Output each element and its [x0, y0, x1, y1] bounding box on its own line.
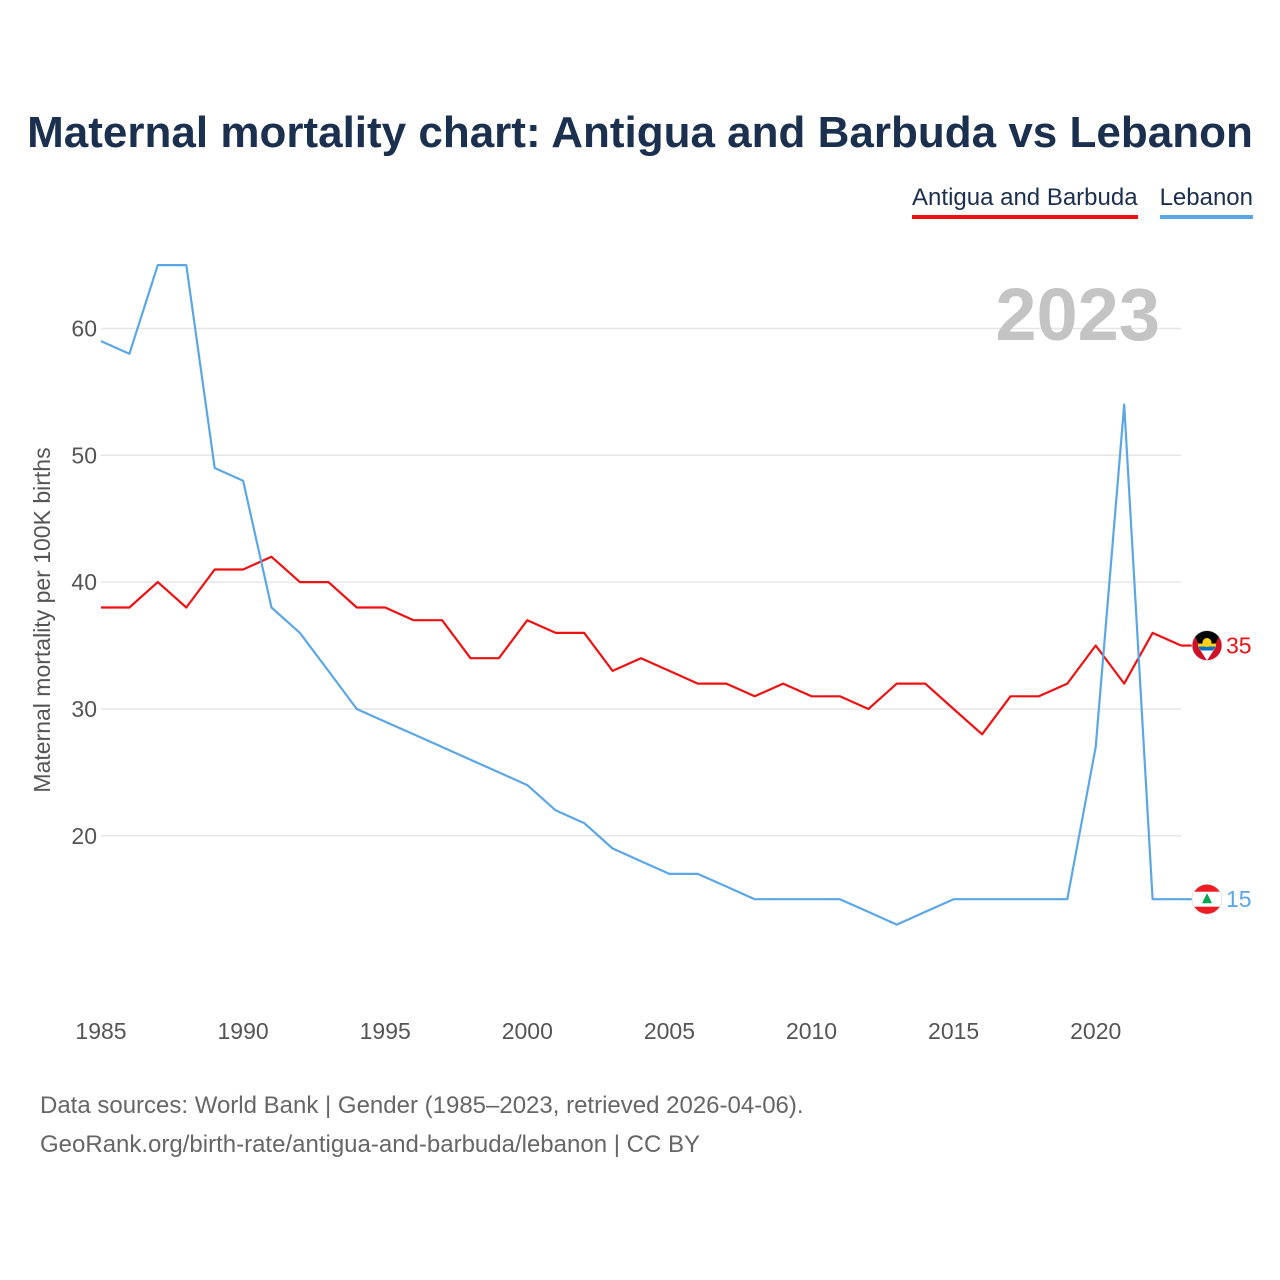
x-tick-label: 2010 — [786, 1018, 837, 1044]
x-tick-label: 2005 — [644, 1018, 695, 1044]
y-tick-label: 50 — [71, 442, 97, 468]
x-tick-label: 2015 — [928, 1018, 979, 1044]
series-line-antigua — [101, 555, 1182, 736]
series — [100, 264, 1182, 926]
attribution-text: GeoRank.org/birth-rate/antigua-and-barbu… — [40, 1131, 700, 1158]
flag-icon-lebanon — [1191, 883, 1223, 915]
x-tick-label: 1990 — [218, 1018, 269, 1044]
gridlines — [101, 327, 1181, 837]
x-tick-label: 2020 — [1070, 1018, 1121, 1044]
end-value-label: 35 — [1226, 633, 1252, 659]
y-tick-label: 60 — [71, 315, 97, 341]
x-tick-label: 1995 — [360, 1018, 411, 1044]
y-axis-title: Maternal mortality per 100K births — [29, 447, 55, 792]
legend-item-antigua-and-barbuda[interactable]: Antigua and Barbuda — [912, 184, 1138, 219]
series-line-lebanon — [100, 264, 1181, 926]
x-axis: 1985 1990 1995 2000 2005 2010 2015 2020 — [75, 1018, 1121, 1044]
y-tick-label: 20 — [71, 823, 97, 849]
x-tick-label: 1985 — [75, 1018, 126, 1044]
end-value-label: 15 — [1226, 886, 1252, 912]
footer: Data sources: World Bank | Gender (1985–… — [40, 1086, 804, 1164]
y-tick-label: 40 — [71, 569, 97, 595]
x-tick-label: 2000 — [502, 1018, 553, 1044]
year-label: 2023 — [995, 273, 1160, 356]
flag-icon-antigua — [1191, 630, 1223, 661]
y-axis: 20 30 40 50 60 — [71, 315, 97, 848]
legend-item-lebanon[interactable]: Lebanon — [1159, 184, 1253, 219]
y-tick-label: 30 — [71, 696, 97, 722]
legend: Antigua and Barbuda Lebanon — [912, 184, 1253, 219]
chart-title: Maternal mortality chart: Antigua and Ba… — [27, 108, 1253, 157]
end-markers: 35 15 — [1181, 630, 1252, 915]
data-source-text: Data sources: World Bank | Gender (1985–… — [40, 1092, 804, 1119]
